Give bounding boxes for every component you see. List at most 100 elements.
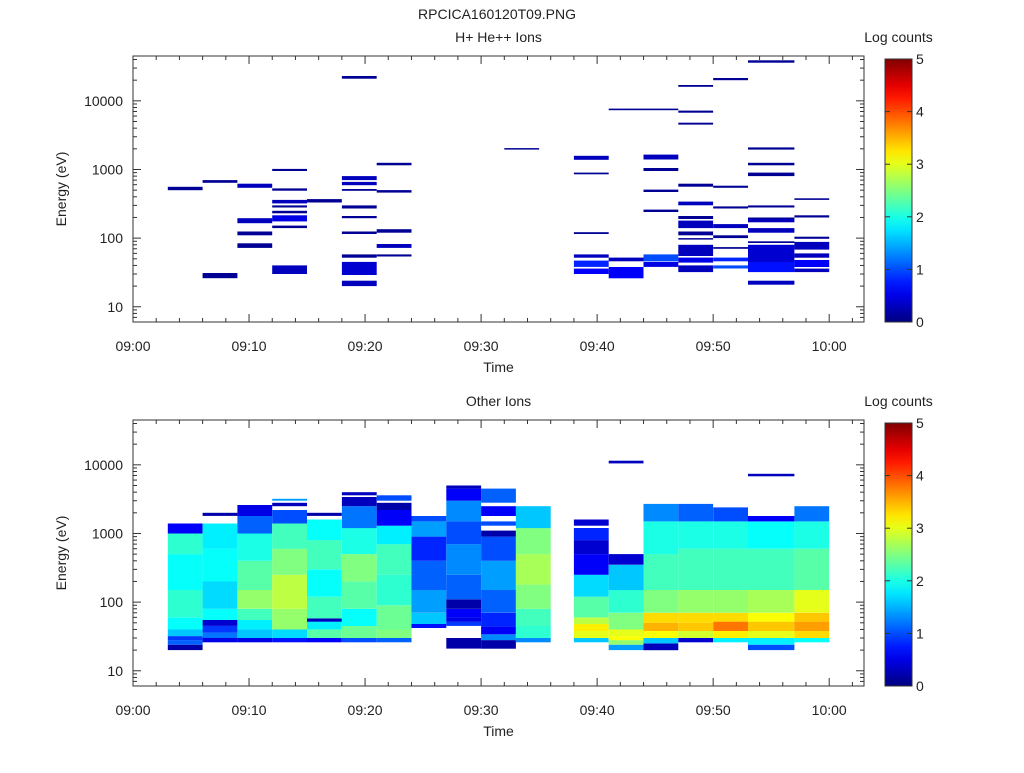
heatmap-cell — [573, 254, 609, 258]
heatmap-cell — [794, 268, 830, 273]
heatmap-cell — [481, 521, 516, 526]
heatmap-cell — [411, 624, 447, 628]
heatmap-cell — [411, 521, 447, 537]
heatmap-cell — [272, 502, 307, 507]
heatmap-cell — [678, 216, 714, 219]
colorbar — [884, 58, 913, 323]
heatmap-cell — [573, 519, 609, 526]
heatmap-cell — [608, 590, 644, 613]
heatmap-cell — [573, 268, 609, 274]
heatmap-cell — [678, 231, 714, 236]
heatmap-cell — [573, 574, 609, 597]
heatmap-cell — [643, 503, 679, 522]
heatmap-cell — [678, 110, 714, 113]
heatmap-cell — [794, 631, 830, 638]
heatmap-cell — [341, 205, 377, 209]
heatmap-cell — [481, 488, 516, 503]
heatmap-cell — [794, 590, 830, 613]
heatmap-cell — [748, 548, 795, 590]
heatmap-cell — [237, 533, 273, 561]
heatmap-cell — [748, 612, 795, 622]
x-tick-label: 09:40 — [580, 702, 615, 718]
heatmap-cell — [794, 253, 830, 258]
heatmap-cell — [481, 530, 516, 537]
heatmap-cell — [748, 644, 795, 651]
heatmap-cell — [713, 612, 748, 622]
heatmap-cell — [272, 205, 307, 208]
heatmap-cell — [748, 590, 795, 613]
heatmap-cell — [573, 554, 609, 575]
heatmap-cell — [748, 60, 795, 63]
panel-title: Other Ions — [466, 393, 531, 409]
heatmap-cell — [678, 244, 714, 256]
heatmap-cell — [202, 273, 238, 279]
colorbar-label: Log counts — [864, 393, 933, 409]
heatmap-cell — [411, 516, 447, 522]
heatmap-cell — [446, 485, 482, 489]
heatmap-cell — [341, 608, 377, 626]
heatmap-cell — [272, 168, 307, 171]
heatmap-cell — [202, 608, 238, 620]
heatmap-cell — [411, 590, 447, 613]
colorbar-tick-label: 1 — [916, 261, 924, 277]
heatmap-cell — [678, 220, 714, 229]
heatmap-cell — [794, 612, 830, 622]
heatmap-cell — [515, 638, 551, 643]
heatmap-cell — [237, 505, 273, 516]
heatmap-cell — [446, 544, 482, 575]
y-tick-label: 100 — [100, 594, 124, 610]
heatmap-cell — [237, 183, 273, 188]
heatmap-cell — [376, 638, 412, 643]
heatmap-cell — [748, 241, 795, 243]
heatmap-cell — [376, 510, 412, 526]
heatmap-cell — [307, 199, 342, 203]
figure-title: RPCICA160120T09.PNG — [418, 6, 576, 22]
x-tick-label: 09:20 — [348, 338, 383, 354]
colorbar-label: Log counts — [864, 29, 933, 45]
heatmap-cell — [748, 638, 795, 645]
heatmap-cell — [202, 625, 238, 633]
heatmap-cell — [748, 219, 795, 223]
x-tick-label: 09:30 — [464, 702, 499, 718]
heatmap-cell — [573, 631, 609, 638]
colorbar-tick-label: 2 — [916, 573, 924, 589]
heatmap-cell — [573, 232, 609, 234]
heatmap-cell — [794, 260, 830, 267]
heatmap-cell — [481, 612, 516, 627]
x-tick-label: 09:00 — [115, 338, 150, 354]
heatmap-cell — [341, 76, 377, 79]
heatmap-cell — [272, 608, 307, 630]
heatmap-cell — [307, 596, 342, 619]
x-tick-label: 10:00 — [812, 338, 847, 354]
heatmap-cell — [573, 155, 609, 160]
x-tick-label: 09:10 — [232, 338, 267, 354]
heatmap-cell — [713, 206, 748, 209]
heatmap-cell — [713, 548, 748, 590]
y-axis-label: Energy (eV) — [53, 152, 69, 227]
heatmap-cell — [272, 210, 307, 214]
heatmap-cell — [643, 521, 679, 555]
heatmap-cell — [643, 622, 679, 631]
heatmap-cell — [573, 617, 609, 625]
heatmap-cell — [272, 188, 307, 191]
heatmap-cell — [411, 560, 447, 590]
plot-frame — [132, 419, 865, 687]
heatmap-cell — [608, 640, 644, 645]
heatmap-cell — [678, 638, 714, 643]
heatmap-cell — [573, 260, 609, 267]
heatmap-cell — [678, 521, 714, 549]
heatmap-cell — [643, 590, 679, 613]
heatmap-cell — [713, 247, 748, 249]
heatmap-cell — [748, 280, 795, 285]
heatmap-cell — [376, 190, 412, 193]
heatmap-cell — [608, 257, 644, 262]
heatmap-cell — [237, 560, 273, 590]
heatmap-cell — [202, 632, 238, 638]
heatmap-cell — [341, 497, 377, 507]
heatmap-cell — [307, 618, 342, 622]
x-axis-label: Time — [483, 723, 514, 739]
heatmap-cell — [237, 638, 273, 643]
heatmap-cell — [446, 638, 482, 649]
heatmap-cell — [272, 548, 307, 575]
